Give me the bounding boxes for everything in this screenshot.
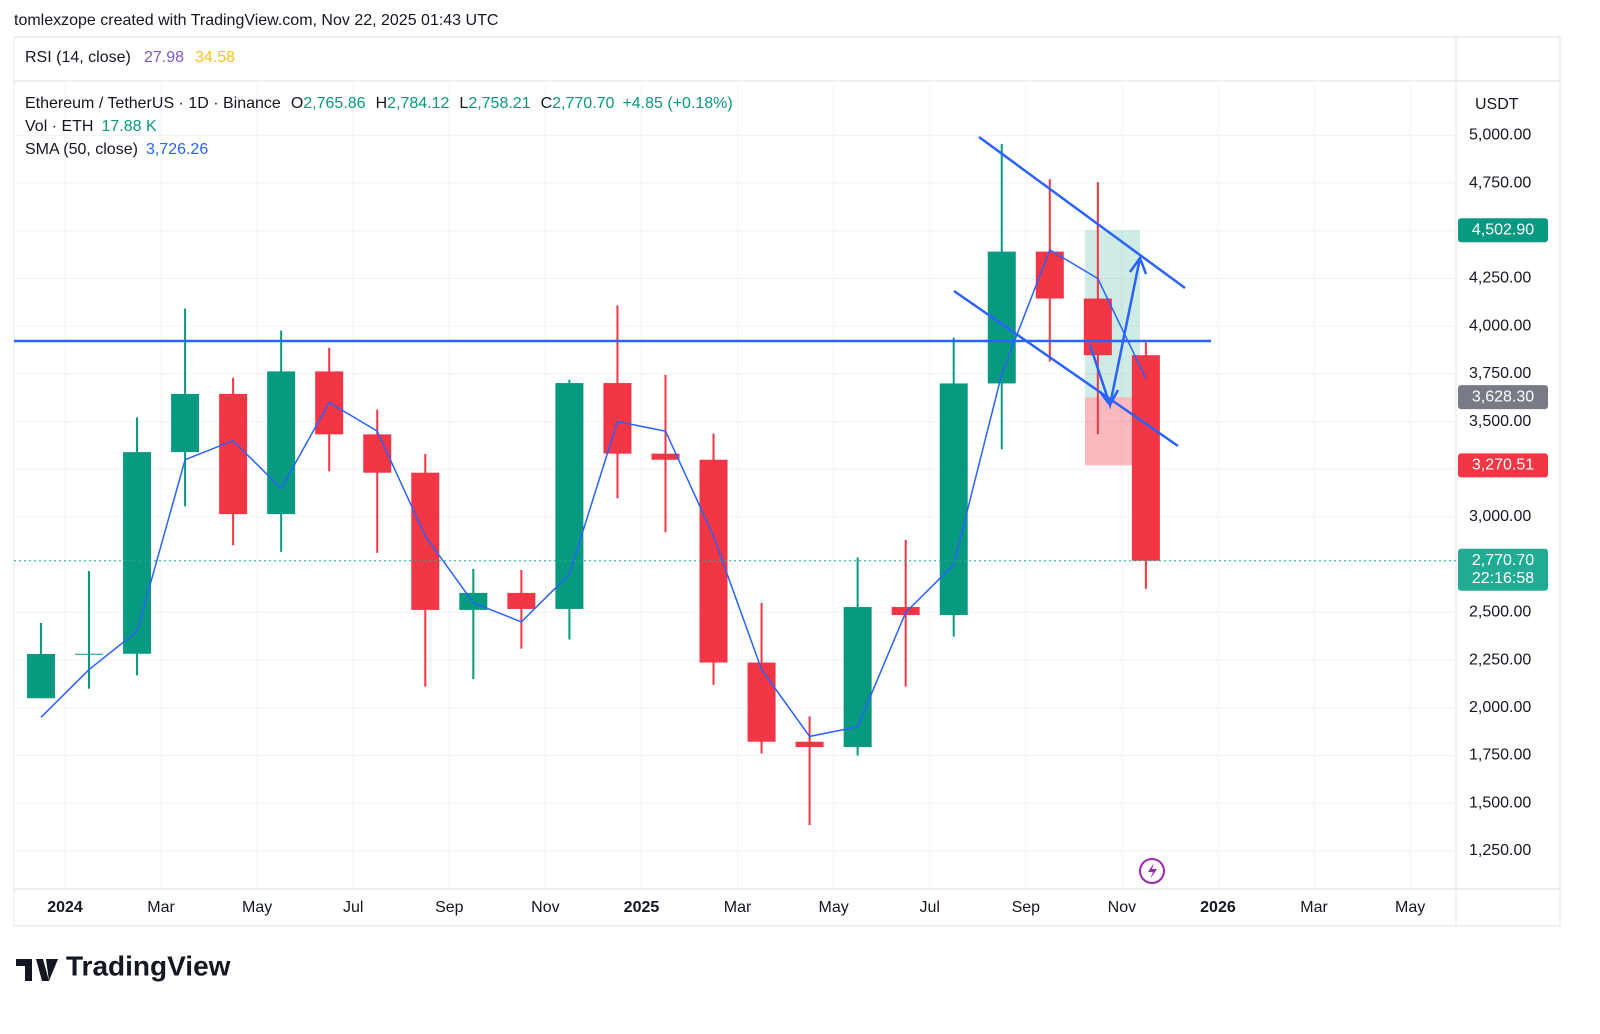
price-badge-label: 2,770.70 [1472, 552, 1534, 569]
legend-item: O [291, 95, 303, 112]
price-badge [1458, 453, 1548, 478]
candle-body [939, 383, 968, 616]
legend-item: Vol · ETH [25, 118, 93, 135]
candle-body [363, 434, 392, 473]
candle-body [123, 452, 152, 654]
event-icon-bolt [1148, 863, 1157, 879]
x-tick-label: Mar [1300, 899, 1328, 916]
price-badge-label: 3,270.51 [1472, 457, 1534, 474]
x-tick-label: Sep [435, 899, 464, 916]
price-badge [1458, 548, 1548, 591]
price-badge-label: 3,628.30 [1472, 388, 1534, 405]
y-tick-label: 2,250.00 [1469, 651, 1531, 668]
x-tick-label: Jul [343, 899, 363, 916]
price-timer: 22:16:58 [1472, 570, 1534, 587]
price-badge [1458, 218, 1548, 243]
legend-item: H [376, 95, 388, 112]
sma-line [40, 248, 1147, 738]
candle-body [26, 653, 55, 699]
candle-body [171, 393, 200, 453]
legend-item: 2,784.12 [387, 95, 449, 112]
legend-item: Ethereum / TetherUS · 1D · Binance [25, 95, 281, 112]
candle-body [795, 741, 824, 748]
rsi-name: RSI (14, close) [25, 49, 131, 66]
logo [16, 959, 58, 981]
x-tick-label: Mar [724, 899, 752, 916]
x-tick-label: Sep [1012, 899, 1041, 916]
y-tick-label: 1,250.00 [1469, 842, 1531, 859]
channel-lower [953, 289, 1179, 448]
header: tomlexzope created with TradingView.com,… [14, 12, 498, 29]
x-tick-label: Nov [1108, 899, 1136, 916]
plot [14, 82, 1456, 889]
legend-item: 2,758.21 [468, 95, 530, 112]
x-tick-label: 2024 [47, 899, 83, 916]
x-tick-label: 2025 [624, 899, 660, 916]
projection-arrow [1088, 255, 1148, 410]
x-tick-label: 2026 [1200, 899, 1236, 916]
y-tick-label: 1,750.00 [1469, 747, 1531, 764]
rsi-value: 27.98 [144, 49, 184, 66]
legend-item: 3,726.26 [146, 141, 208, 158]
candle-body [747, 662, 776, 742]
rsi-value: 34.58 [195, 49, 235, 66]
legend-item: +4.85 (+0.18%) [622, 95, 732, 112]
y-tick-label: 4,000.00 [1469, 317, 1531, 334]
x-tick-label: Mar [147, 899, 175, 916]
candle-body [555, 383, 584, 609]
candle-body [507, 592, 536, 609]
price-badge-label: 4,502.90 [1472, 221, 1534, 238]
x-tick-label: May [242, 899, 272, 916]
channel-upper [978, 135, 1186, 290]
y-tick-label: 3,000.00 [1469, 508, 1531, 525]
legend-item: C [541, 95, 553, 112]
x-tick-label: May [819, 899, 849, 916]
candle-body [1083, 298, 1112, 356]
legend: Vol · ETH 17.88 K [25, 118, 157, 135]
candle-body [267, 371, 296, 515]
legend-item: SMA (50, close) [25, 141, 138, 158]
y-tick-label: 3,500.00 [1469, 413, 1531, 430]
loss-zone [1085, 397, 1140, 466]
legend: Ethereum / TetherUS · 1D · Binance O2,765… [25, 95, 733, 112]
x-tick-label: May [1395, 899, 1425, 916]
legend-item: 17.88 K [101, 118, 156, 135]
candle-body [75, 653, 103, 655]
legend-item: 2,765.86 [303, 95, 365, 112]
candle-body [411, 472, 440, 610]
frame [13, 36, 1561, 927]
x-tick-label: Nov [531, 899, 559, 916]
logo-text: TradingView [66, 950, 231, 981]
price-badge [1458, 385, 1548, 410]
candle-body [219, 393, 248, 515]
legend-item: L [459, 95, 468, 112]
y-tick-label: 4,750.00 [1469, 174, 1531, 191]
y-tick-label: 2,000.00 [1469, 699, 1531, 716]
candle-body [891, 607, 920, 616]
legend: SMA (50, close) 3,726.26 [25, 141, 208, 158]
y-tick-label: 4,250.00 [1469, 270, 1531, 287]
y-unit: USDT [1475, 96, 1519, 113]
y-tick-label: 2,500.00 [1469, 604, 1531, 621]
y-tick-label: 1,500.00 [1469, 794, 1531, 811]
legend-item: 2,770.70 [552, 95, 614, 112]
y-tick-label: 3,750.00 [1469, 365, 1531, 382]
y-tick-label: 5,000.00 [1469, 127, 1531, 144]
x-tick-label: Jul [919, 899, 939, 916]
candle-body [843, 607, 872, 748]
candle-body [651, 453, 680, 460]
candle-body [1131, 355, 1160, 561]
candle-body [603, 383, 632, 454]
